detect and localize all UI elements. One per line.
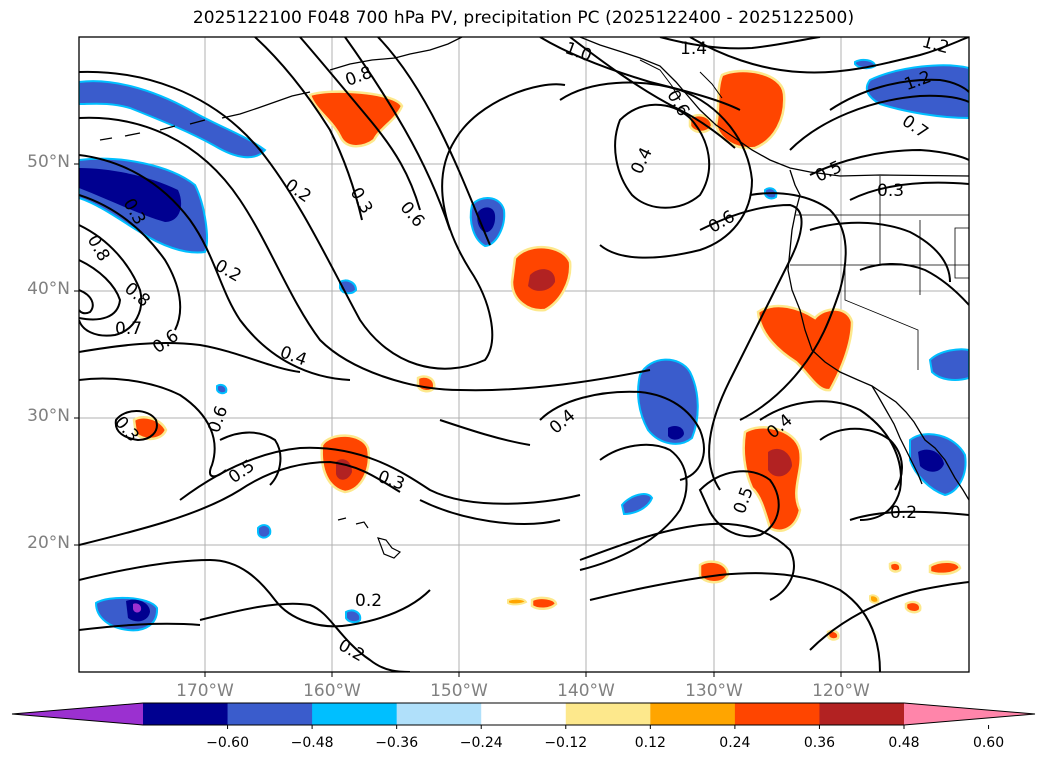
colorbar-segment xyxy=(734,703,820,725)
precip-blob-extreme-negative xyxy=(133,603,142,613)
colorbar-segment xyxy=(481,703,567,725)
precip-blob-negative xyxy=(345,609,362,624)
contour-label: 0.2 xyxy=(355,591,382,611)
contour-label: 0.6 xyxy=(396,198,429,232)
colorbar-tick-label: 0.48 xyxy=(888,735,920,751)
contour-label: 0.2 xyxy=(890,503,917,523)
precip-blob-positive xyxy=(869,594,880,604)
precip-blob-negative xyxy=(79,80,267,159)
colorbar-tick-label: −0.12 xyxy=(544,735,588,751)
colorbar-tick-label: 0.24 xyxy=(719,735,751,751)
colorbar-segment xyxy=(312,703,398,725)
contour-label: 0.2 xyxy=(335,635,368,666)
colorbar-tick-label: −0.36 xyxy=(375,735,419,751)
contour-label: 0.8 xyxy=(120,279,154,312)
contour-label: 0.5 xyxy=(225,456,259,488)
contour-label: 0.2 xyxy=(281,175,315,207)
contour-label: 1.0 xyxy=(562,38,594,66)
pv-contours xyxy=(79,37,969,672)
lon-label-150w: 150°W xyxy=(430,681,488,701)
lat-label-50n: 50°N xyxy=(27,152,70,172)
precip-blob-negative xyxy=(928,348,969,381)
contour-label: 1.4 xyxy=(680,39,707,59)
map-title: 2025122100 F048 700 hPa PV, precipitatio… xyxy=(192,8,855,28)
precip-blob-positive xyxy=(530,596,558,610)
lat-label-20n: 20°N xyxy=(27,533,70,553)
precip-blob-negative xyxy=(865,64,969,120)
lon-label-130w: 130°W xyxy=(685,681,743,701)
precip-blob-positive xyxy=(698,560,730,584)
precip-blob-positive xyxy=(928,560,962,576)
tick-marks xyxy=(74,163,842,677)
colorbar-extend-high xyxy=(904,703,1035,725)
lon-label-140w: 140°W xyxy=(557,681,615,701)
colorbar-tick-label: 0.60 xyxy=(972,735,1005,751)
precip-blob-positive xyxy=(507,597,528,606)
precip-blob-positive xyxy=(132,416,168,441)
colorbar-segment xyxy=(565,703,651,725)
precip-blob-positive xyxy=(756,304,854,392)
precip-blob-negative xyxy=(637,358,699,445)
contour-label: 0.8 xyxy=(343,63,375,91)
lon-label-170w: 170°W xyxy=(176,681,234,701)
coastlines xyxy=(99,37,969,559)
precip-blob-positive xyxy=(742,426,802,532)
colorbar-extend-low xyxy=(12,703,143,725)
colorbar-segment xyxy=(819,703,905,725)
precip-blob-strong-positive xyxy=(768,448,792,477)
precip-blob-negative xyxy=(620,493,654,516)
contour-label: 0.8 xyxy=(83,232,114,265)
lat-label-40n: 40°N xyxy=(27,279,70,299)
contour-label: 0.3 xyxy=(375,467,407,495)
precip-blob-strong-negative xyxy=(79,168,182,222)
precip-blob-negative xyxy=(257,524,272,539)
contour-label: 0.2 xyxy=(211,256,244,287)
colorbar xyxy=(11,702,1036,729)
contour-label: 0.3 xyxy=(877,181,904,201)
precip-blob-negative xyxy=(216,383,228,395)
lat-label-30n: 30°N xyxy=(27,406,70,426)
colorbar-segment xyxy=(227,703,313,725)
precip-blob-positive xyxy=(904,600,922,614)
colorbar-segment xyxy=(143,703,229,725)
precip-blob-positive xyxy=(714,69,786,150)
precip-shading xyxy=(79,58,969,641)
lon-label-160w: 160°W xyxy=(303,681,361,701)
map-frame xyxy=(78,36,970,673)
contour-label: 1.2 xyxy=(920,32,951,58)
colorbar-tick-label: 0.36 xyxy=(803,735,836,751)
contour-label: 0.5 xyxy=(812,157,845,187)
precip-blob-strong-negative xyxy=(668,426,684,440)
colorbar-tick-label: −0.48 xyxy=(290,735,334,751)
contour-label: 0.4 xyxy=(277,342,309,370)
contour-label: 0.7 xyxy=(898,111,932,143)
colorbar-tick-label: −0.24 xyxy=(459,735,503,751)
precip-blob-strong-positive xyxy=(528,269,556,291)
gridlines xyxy=(79,37,969,672)
colorbar-segment xyxy=(650,703,736,725)
contour-label: 0.4 xyxy=(627,144,657,177)
precip-blob-strong-negative xyxy=(918,449,944,472)
colorbar-tick-label: 0.12 xyxy=(634,735,666,751)
colorbar-segment xyxy=(396,703,482,725)
contour-label: 0.6 xyxy=(705,207,738,238)
colorbar-outline xyxy=(11,702,1036,726)
lon-label-120w: 120°W xyxy=(812,681,870,701)
colorbar-tick-label: −0.60 xyxy=(206,735,249,751)
precip-blob-positive xyxy=(888,561,902,573)
contour-label: 0.6 xyxy=(149,326,183,358)
contour-label: 0.6 xyxy=(204,403,232,435)
contour-label: 0.7 xyxy=(115,319,142,339)
contour-label: 0.3 xyxy=(346,184,377,217)
